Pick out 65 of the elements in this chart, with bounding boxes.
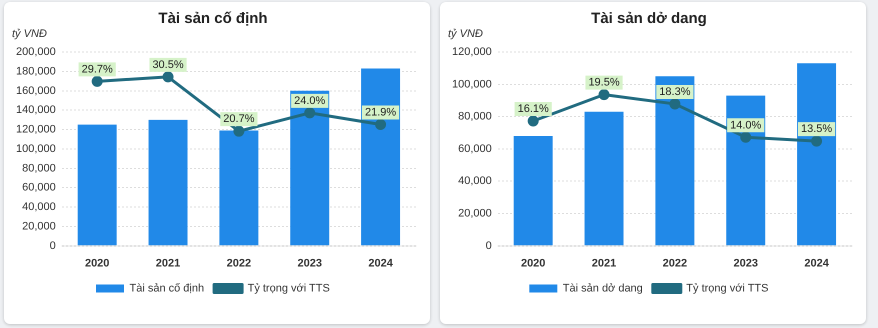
data-label: 21.9%: [364, 106, 396, 119]
point: [528, 115, 539, 126]
y-tick-label: 20,000: [22, 220, 56, 232]
y-tick-label: 180,000: [16, 65, 56, 78]
legend-label: Tỷ trọng với TTS: [248, 282, 330, 295]
x-tick-label: 2020: [520, 257, 546, 270]
point: [92, 76, 103, 87]
bar: [514, 136, 553, 246]
x-tick-label: 2020: [84, 257, 110, 270]
y-tick-label: 20,000: [458, 208, 492, 220]
y-tick-label: 200,000: [16, 46, 56, 58]
data-label: 20.7%: [223, 113, 255, 126]
chart-title: Tài sản cố định: [158, 10, 268, 28]
y-tick-label: 40,000: [458, 175, 492, 188]
point: [233, 126, 244, 137]
y-tick-label: 120,000: [16, 124, 56, 136]
bar: [797, 63, 836, 246]
chart-title: Tài sản dở dang: [591, 10, 707, 28]
legend-label: Tỷ trọng với TTS: [686, 282, 768, 295]
x-tick-label: 2024: [368, 257, 394, 270]
x-tick-label: 2022: [226, 257, 252, 270]
y-tick-label: 100,000: [452, 78, 492, 90]
x-tick-label: 2023: [733, 257, 758, 270]
data-label: 13.5%: [800, 123, 832, 136]
data-label: 30.5%: [152, 58, 184, 71]
legend-label: Tài sản dở dang: [562, 282, 643, 295]
point: [304, 107, 316, 118]
y-tick-label: 40,000: [22, 201, 56, 214]
y-tick-label: 0: [486, 240, 492, 252]
x-tick-label: 2023: [297, 257, 322, 270]
data-label: 16.1%: [518, 103, 549, 116]
y-tick-label: 0: [50, 240, 56, 252]
y-tick-label: 80,000: [22, 162, 56, 174]
data-label: 18.3%: [659, 86, 691, 98]
x-tick-label: 2021: [592, 257, 616, 270]
y-tick-label: 140,000: [16, 104, 56, 116]
y-tick-label: 100,000: [16, 142, 56, 155]
bar: [290, 90, 330, 246]
data-label: 19.5%: [588, 76, 620, 89]
data-label: 29.7%: [82, 63, 113, 76]
y-tick-label: 80,000: [458, 110, 492, 123]
y-tick-label: 60,000: [22, 182, 56, 194]
x-tick-label: 2021: [156, 257, 180, 270]
legend-label: Tài sản cố định: [130, 282, 204, 295]
bar: [78, 124, 117, 246]
point: [669, 98, 680, 110]
y-tick-label: 160,000: [16, 84, 56, 97]
point: [598, 89, 610, 100]
bar: [219, 130, 258, 246]
data-label: 24.0%: [294, 94, 326, 107]
bar: [584, 112, 624, 246]
data-label: 14.0%: [730, 119, 762, 132]
bar: [148, 120, 188, 246]
y-tick-label: 120,000: [452, 46, 492, 58]
x-tick-label: 2022: [662, 257, 688, 270]
y-tick-label: 60,000: [458, 142, 492, 155]
bar: [361, 68, 400, 246]
point: [740, 132, 752, 143]
point: [375, 119, 386, 130]
y-axis-title: tỷ VNĐ: [448, 28, 483, 40]
point: [811, 136, 822, 147]
x-tick-label: 2024: [804, 257, 830, 270]
y-axis-title: tỷ VNĐ: [12, 28, 47, 40]
bar: [655, 76, 694, 246]
point: [162, 71, 174, 82]
